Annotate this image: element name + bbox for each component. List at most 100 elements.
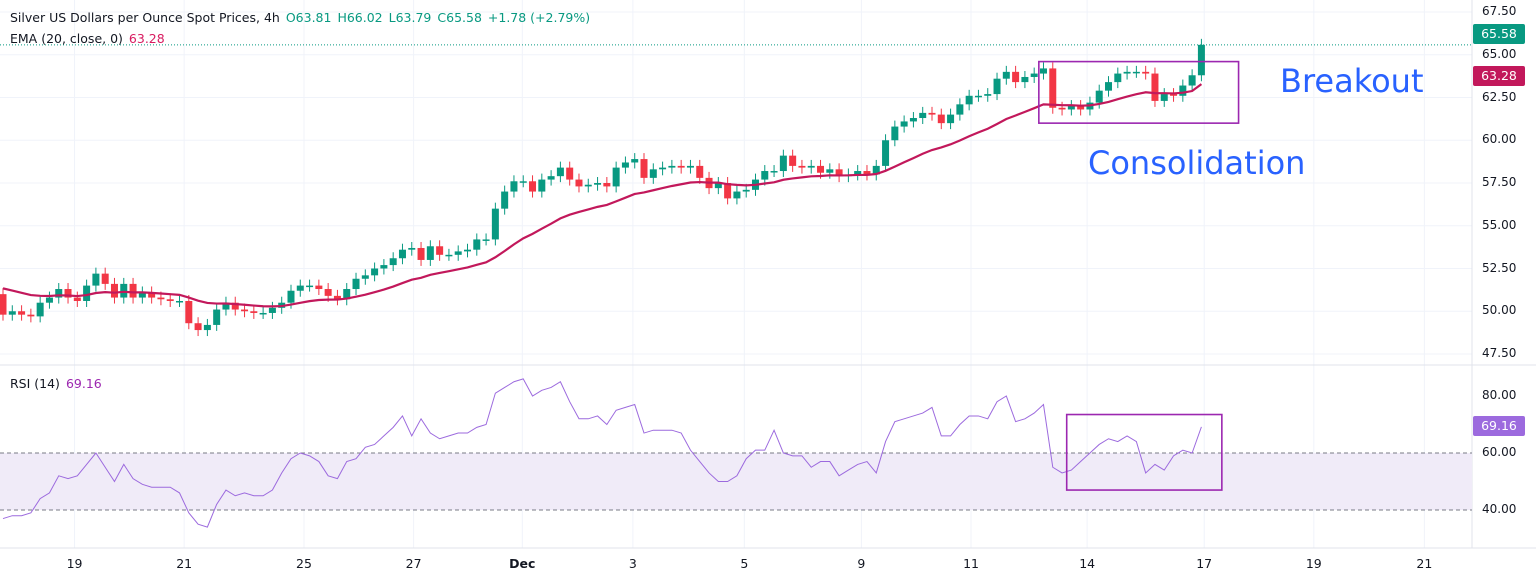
price-legend: Silver US Dollars per Ounce Spot Prices,… bbox=[10, 10, 596, 25]
candle-body bbox=[64, 289, 72, 298]
candle-body bbox=[454, 251, 462, 255]
price-tick-label: 62.50 bbox=[1482, 89, 1517, 104]
rsi-legend: RSI (14) 69.16 bbox=[10, 376, 108, 391]
candle-body bbox=[631, 159, 639, 163]
candle-body bbox=[36, 302, 44, 317]
rsi-consolidation-box bbox=[1065, 413, 1223, 491]
candle-body bbox=[445, 254, 453, 257]
candle-body bbox=[231, 302, 239, 310]
candle-body bbox=[241, 309, 249, 312]
time-tick-label: 5 bbox=[740, 556, 749, 571]
candle-body bbox=[306, 285, 314, 288]
candle-body bbox=[1030, 73, 1038, 77]
candle-body bbox=[287, 290, 295, 303]
candle-body bbox=[417, 247, 425, 260]
breakout-annotation: Breakout bbox=[1280, 62, 1424, 100]
candle-body bbox=[1197, 44, 1205, 76]
candle-body bbox=[1095, 90, 1103, 103]
rsi-line bbox=[2, 378, 1202, 528]
candle-body bbox=[882, 140, 890, 166]
candle-body bbox=[352, 278, 360, 290]
last-price-tag: 65.58 bbox=[1473, 24, 1525, 44]
candle-body bbox=[733, 191, 741, 199]
candle-body bbox=[835, 169, 843, 177]
candle-body bbox=[1132, 71, 1140, 74]
candle-body bbox=[937, 114, 945, 124]
ohlc-close: C65.58 bbox=[437, 10, 482, 25]
candle-body bbox=[1058, 107, 1066, 110]
candle-body bbox=[101, 273, 109, 284]
candle-body bbox=[947, 114, 955, 124]
candle-body bbox=[519, 181, 527, 183]
candle-body bbox=[166, 299, 174, 301]
candle-body bbox=[956, 104, 964, 115]
candle-body bbox=[1021, 76, 1029, 83]
candle-body bbox=[919, 112, 927, 119]
candle-body bbox=[1077, 106, 1085, 110]
candle-body bbox=[872, 165, 880, 175]
candle-body bbox=[603, 183, 611, 187]
candle-body bbox=[1188, 75, 1196, 86]
price-tick-label: 60.00 bbox=[1482, 132, 1517, 147]
time-tick-label: 27 bbox=[405, 556, 422, 571]
rsi-value: 69.16 bbox=[65, 376, 102, 391]
ema-line bbox=[2, 83, 1203, 308]
candle-body bbox=[73, 297, 81, 301]
candle-body bbox=[1170, 94, 1178, 96]
candle-body bbox=[110, 283, 118, 298]
consolidation-annotation: Consolidation bbox=[1088, 144, 1306, 182]
candle-body bbox=[863, 171, 871, 175]
ohlc-high: H66.02 bbox=[337, 10, 383, 25]
rsi-tick-label: 40.00 bbox=[1482, 502, 1517, 516]
rsi-tick-label: 80.00 bbox=[1482, 388, 1517, 402]
candle-body bbox=[817, 165, 825, 173]
candle-body bbox=[491, 208, 499, 240]
candle-body bbox=[621, 162, 629, 168]
candle-body bbox=[575, 179, 583, 187]
price-tick-label: 55.00 bbox=[1482, 217, 1517, 232]
candle-body bbox=[268, 307, 276, 313]
candle-body bbox=[826, 169, 834, 173]
candle-body bbox=[928, 112, 936, 115]
candle-body bbox=[854, 171, 862, 175]
rsi-tick-label: 60.00 bbox=[1482, 445, 1517, 459]
consolidation-box bbox=[1038, 60, 1240, 124]
candle-body bbox=[594, 183, 602, 185]
candle-body bbox=[0, 294, 7, 315]
candle-body bbox=[789, 155, 797, 166]
candle-body bbox=[1114, 73, 1122, 83]
candle-body bbox=[677, 165, 685, 168]
candle-body bbox=[612, 167, 620, 187]
rsi-label: RSI (14) bbox=[10, 376, 60, 391]
ohlc-open: O63.81 bbox=[285, 10, 332, 25]
candle-body bbox=[203, 324, 211, 331]
price-tick-label: 47.50 bbox=[1482, 346, 1517, 360]
candle-body bbox=[83, 285, 91, 301]
candle-body bbox=[92, 273, 100, 286]
candle-body bbox=[742, 189, 750, 192]
candle-body bbox=[436, 246, 444, 255]
candle-body bbox=[324, 289, 332, 296]
candle-body bbox=[556, 167, 564, 177]
price-tick-label: 57.50 bbox=[1482, 175, 1517, 189]
candle-body bbox=[138, 292, 146, 298]
candle-body bbox=[798, 165, 806, 168]
candle-body bbox=[900, 121, 908, 127]
candle-body bbox=[148, 292, 156, 298]
candle-body bbox=[1160, 94, 1168, 101]
ema-legend: EMA (20, close, 0) 63.28 bbox=[10, 31, 171, 46]
candle-body bbox=[714, 183, 722, 189]
candle-body bbox=[547, 176, 555, 180]
candle-body bbox=[176, 300, 184, 303]
candle-body bbox=[473, 239, 481, 250]
candle-body bbox=[770, 171, 778, 173]
time-tick-label: 25 bbox=[296, 556, 312, 571]
ohlc-low: L63.79 bbox=[388, 10, 432, 25]
candle-body bbox=[584, 184, 592, 187]
candle-body bbox=[389, 258, 397, 266]
candle-body bbox=[891, 126, 899, 141]
candle-body bbox=[1142, 71, 1150, 74]
candle-body bbox=[984, 94, 992, 96]
